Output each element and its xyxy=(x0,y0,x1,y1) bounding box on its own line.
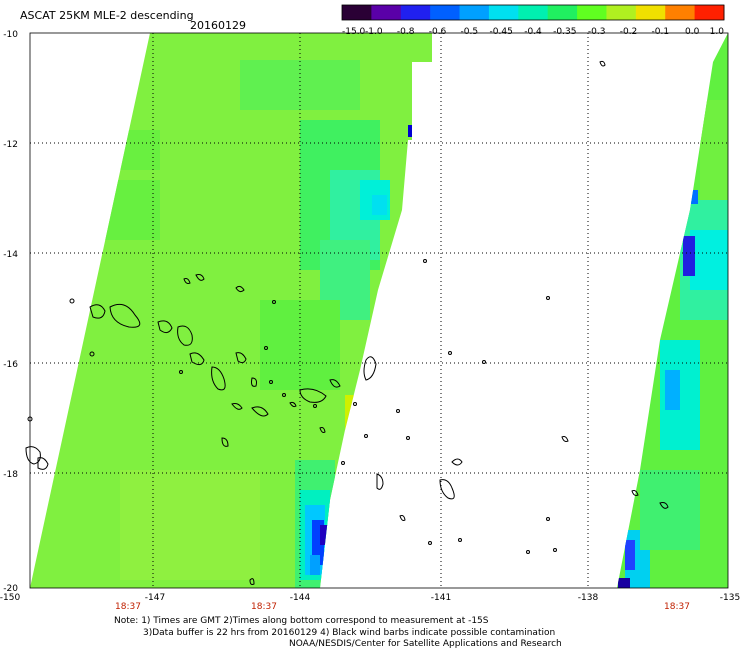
pass-time-label: 18:37 xyxy=(115,602,141,612)
longitude-labels: -150 -147 -144 -141 -138 -135 xyxy=(0,593,740,603)
lat-label: -14 xyxy=(3,250,18,260)
colorbar-label: -0.3 xyxy=(588,27,606,37)
pass-time-labels: 18:37 18:37 18:37 xyxy=(115,602,690,612)
island-outlines xyxy=(25,60,669,585)
note-line-3: NOAA/NESDIS/Center for Satellite Applica… xyxy=(289,639,562,649)
colorbar-label: -0.6 xyxy=(429,27,447,37)
colorbar-label: -0.4 xyxy=(524,27,542,37)
colorbar-swatch xyxy=(488,5,519,20)
swath-left xyxy=(30,33,432,588)
colorbar-swatch xyxy=(400,5,431,20)
map-title: ASCAT 25KM MLE-2 descending xyxy=(20,9,194,22)
colorbar-label: -0.5 xyxy=(461,27,479,37)
colorbar-swatch xyxy=(665,5,696,20)
colorbar-label: -1.0 xyxy=(365,27,383,37)
colorbar-label: 1.0 xyxy=(710,27,725,37)
lon-label: -150 xyxy=(0,593,20,603)
colorbar-label: -0.2 xyxy=(620,27,638,37)
colorbar-label: -0.35 xyxy=(553,27,576,37)
footer-notes: Note: 1) Times are GMT 2)Times along bot… xyxy=(114,616,562,649)
lat-label: -10 xyxy=(3,30,18,40)
colorbar-label: 0.0 xyxy=(685,27,700,37)
colorbar-frame xyxy=(341,4,725,21)
lat-lon-grid xyxy=(30,33,728,588)
lon-label: -138 xyxy=(578,593,599,603)
swath-right xyxy=(617,33,728,588)
pass-time-label: 18:37 xyxy=(664,602,690,612)
lon-label: -144 xyxy=(290,593,311,603)
map-frame xyxy=(29,32,729,589)
lat-label: -20 xyxy=(3,584,18,594)
colorbar-swatch xyxy=(430,5,461,20)
colorbar-label: -0.45 xyxy=(490,27,513,37)
map-date: 20160129 xyxy=(190,19,246,32)
lon-label: -135 xyxy=(720,593,740,603)
pass-time-label: 18:37 xyxy=(251,602,277,612)
colorbar-swatch xyxy=(518,5,549,20)
lat-label: -12 xyxy=(3,140,18,150)
colorbar-swatch xyxy=(547,5,578,20)
colorbar-swatch xyxy=(635,5,666,20)
note-line-1: Note: 1) Times are GMT 2)Times along bot… xyxy=(114,616,489,626)
colorbar-swatch xyxy=(459,5,490,20)
color-scale-bar: -15.0 -1.0 -0.8 -0.6 -0.5 -0.45 -0.4 -0.35 -0.3 -… xyxy=(341,4,725,37)
colorbar-swatch xyxy=(342,5,372,20)
note-line-2: 3)Data buffer is 22 hrs from 20160129 4)… xyxy=(143,628,555,638)
lat-label: -16 xyxy=(3,360,18,370)
colorbar-label: -0.8 xyxy=(397,27,415,37)
lon-label: -147 xyxy=(145,593,165,603)
lat-label: -18 xyxy=(3,470,18,480)
latitude-labels: -10 -12 -14 -16 -18 -20 xyxy=(3,30,18,594)
colorbar-swatch xyxy=(371,5,402,20)
colorbar-label: -0.1 xyxy=(652,27,670,37)
colorbar-swatch xyxy=(694,5,725,20)
colorbar-label: -15.0 xyxy=(342,27,366,37)
lon-label: -141 xyxy=(431,593,451,603)
colorbar-swatch xyxy=(606,5,637,20)
colorbar-swatch xyxy=(577,5,607,20)
